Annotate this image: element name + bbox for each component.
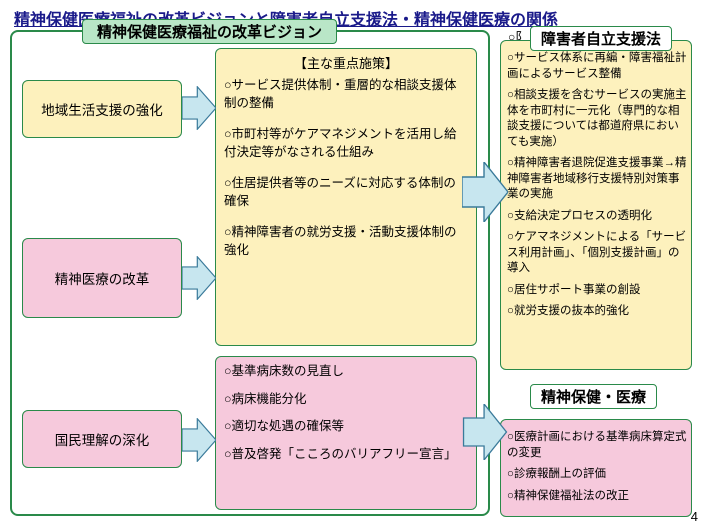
arrow-icon	[182, 86, 216, 130]
arrow-icon	[462, 404, 508, 460]
right-pink-header: 精神保健・医療	[530, 384, 657, 409]
page-number: 4	[691, 509, 698, 524]
right-yellow-item: ○精神障害者退院促進支援事業→精神障害者地域移行支援特別対策事業の実施	[507, 156, 687, 203]
arrow-icon	[462, 162, 508, 222]
box-community-support: 地域生活支援の強化	[22, 80, 182, 138]
box-public-understanding: 国民理解の深化	[22, 410, 182, 468]
right-yellow-item: ○相談支援を含むサービスの実施主体を市町村に一元化（専門的な相談支援については都…	[507, 88, 687, 150]
arrow-icon	[182, 418, 216, 462]
mid-yellow-policies: 【主な重点施策】 ○サービス提供体制・重層的な相談支援体制の整備 ○市町村等がケ…	[215, 48, 477, 346]
mid-yellow-header: 【主な重点施策】	[224, 55, 468, 73]
mid-pink-item: ○病床機能分化	[224, 391, 468, 409]
mid-pink-item: ○普及啓発「こころのバリアフリー宣言」	[224, 446, 468, 464]
mid-yellow-item: ○精神障害者の就労支援・活動支援体制の強化	[224, 224, 468, 259]
mid-pink-policies: ○基準病床数の見直し ○病床機能分化 ○適切な処遇の確保等 ○普及啓発「こころの…	[215, 356, 477, 510]
mid-yellow-item: ○住居提供者等のニーズに対応する体制の確保	[224, 175, 468, 210]
right-yellow-item: ○ケアマネジメントによる「サービス利用計画」、「個別支援計画」の導入	[507, 230, 687, 277]
right-yellow-item: ○支給決定プロセスの透明化	[507, 209, 687, 225]
right-yellow-item: ○就労支援の抜本的強化	[507, 304, 687, 320]
right-column: ○阝 障害者自立支援法 ○サービス体系に再編・障害福祉計画によるサービス整備 ○…	[500, 26, 698, 517]
right-pink-item: ○精神保健福祉法の改正	[507, 489, 687, 505]
mid-yellow-item: ○サービス提供体制・重層的な相談支援体制の整備	[224, 77, 468, 112]
arrow-icon	[182, 256, 216, 300]
right-yellow-item: ○居住サポート事業の創設	[507, 283, 687, 299]
right-yellow-box: ○サービス体系に再編・障害福祉計画によるサービス整備 ○相談支援を含むサービスの…	[500, 40, 692, 370]
right-pink-box: ○医療計画における基準病床算定式の変更 ○診療報酬上の評価 ○精神保健福祉法の改…	[500, 419, 692, 517]
right-pink-item: ○診療報酬上の評価	[507, 467, 687, 483]
mid-pink-item: ○適切な処遇の確保等	[224, 418, 468, 436]
mid-yellow-item: ○市町村等がケアマネジメントを活用し給付決定等がなされる仕組み	[224, 126, 468, 161]
left-frame-header: 精神保健医療福祉の改革ビジョン	[82, 19, 337, 44]
right-yellow-item: ○サービス体系に再編・障害福祉計画によるサービス整備	[507, 51, 687, 82]
mid-pink-item: ○基準病床数の見直し	[224, 363, 468, 381]
right-pink-item: ○医療計画における基準病床算定式の変更	[507, 430, 687, 461]
right-yellow-header: 障害者自立支援法	[530, 26, 672, 51]
box-mental-care-reform: 精神医療の改革	[22, 238, 182, 318]
